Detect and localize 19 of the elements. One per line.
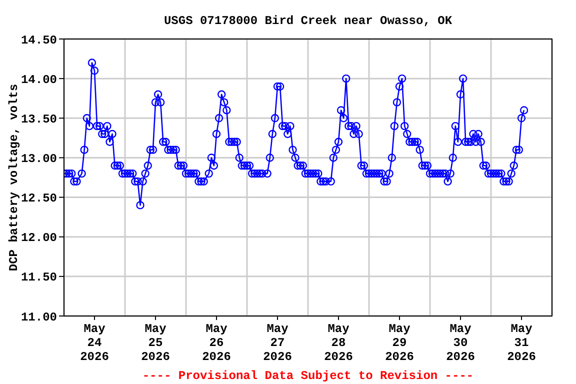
y-tick-label: 11.00 bbox=[20, 310, 57, 324]
x-tick-label: May 24 2026 bbox=[80, 322, 109, 364]
y-tick-label: 12.00 bbox=[20, 231, 57, 246]
y-tick-label: 13.00 bbox=[20, 152, 57, 166]
x-tick-label: May 25 2026 bbox=[141, 322, 170, 364]
y-axis-title: DCP battery voltage, volts bbox=[7, 84, 22, 272]
x-tick-label: May 30 2026 bbox=[446, 322, 475, 364]
y-tick-label: 11.50 bbox=[20, 270, 57, 285]
x-tick-label: May 31 2026 bbox=[507, 322, 536, 364]
x-tick-label: May 29 2026 bbox=[385, 322, 414, 364]
x-tick-label: May 26 2026 bbox=[202, 322, 231, 364]
y-tick-label: 12.50 bbox=[20, 192, 57, 206]
chart-title: USGS 07178000 Bird Creek near Owasso, OK bbox=[164, 14, 453, 28]
x-tick-label: May 28 2026 bbox=[324, 322, 353, 364]
y-tick-label: 14.50 bbox=[20, 33, 57, 48]
y-tick-label: 13.50 bbox=[20, 112, 57, 126]
text: ---- Provisional Data Subject to Revision ---- bbox=[142, 369, 474, 383]
y-tick-label: 14.00 bbox=[20, 72, 57, 87]
x-tick-label: May 27 2026 bbox=[263, 322, 292, 364]
